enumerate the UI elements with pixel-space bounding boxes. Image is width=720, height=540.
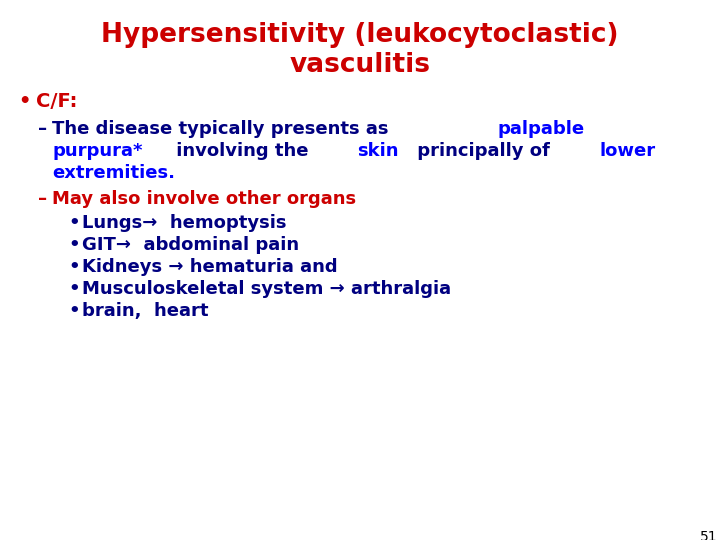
Text: purpura*: purpura*: [52, 142, 143, 160]
Text: C/F:: C/F:: [36, 92, 77, 111]
Text: Musculoskeletal system → arthralgia: Musculoskeletal system → arthralgia: [82, 280, 451, 298]
Text: involving the: involving the: [169, 142, 315, 160]
Text: 51: 51: [700, 530, 718, 540]
Text: •: •: [68, 236, 80, 254]
Text: brain,  heart: brain, heart: [82, 302, 209, 320]
Text: palpable: palpable: [497, 120, 584, 138]
Text: –: –: [38, 190, 47, 208]
Text: GIT→  abdominal pain: GIT→ abdominal pain: [82, 236, 299, 254]
Text: skin: skin: [358, 142, 399, 160]
Text: extremities.: extremities.: [52, 164, 175, 182]
Text: May also involve other organs: May also involve other organs: [52, 190, 356, 208]
Text: •: •: [18, 92, 30, 111]
Text: lower: lower: [600, 142, 656, 160]
Text: vasculitis: vasculitis: [289, 52, 431, 78]
Text: The disease typically presents as: The disease typically presents as: [52, 120, 395, 138]
Text: •: •: [68, 214, 80, 232]
Text: –: –: [38, 120, 47, 138]
Text: •: •: [68, 258, 80, 276]
Text: •: •: [68, 280, 80, 298]
Text: Lungs→  hemoptysis: Lungs→ hemoptysis: [82, 214, 287, 232]
Text: Hypersensitivity (leukocytoclastic): Hypersensitivity (leukocytoclastic): [102, 22, 618, 48]
Text: •: •: [68, 302, 80, 320]
Text: principally of: principally of: [411, 142, 557, 160]
Text: Kidneys → hematuria and: Kidneys → hematuria and: [82, 258, 338, 276]
